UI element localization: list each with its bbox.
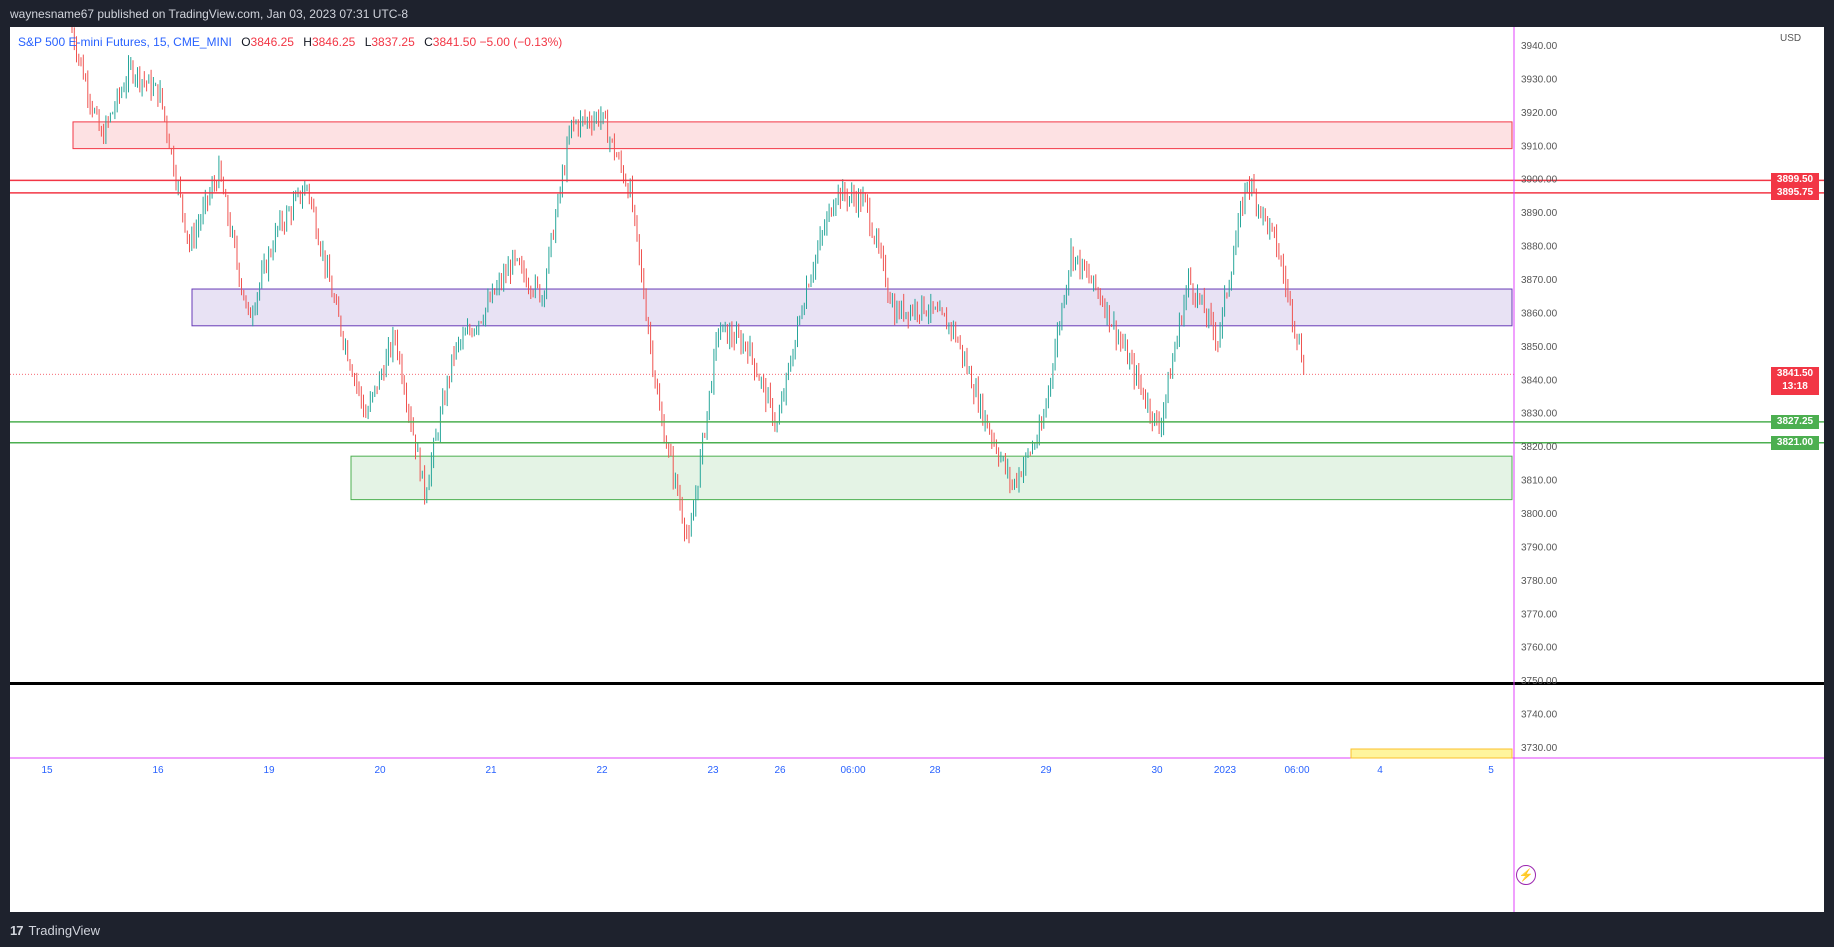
y-tick-label: 3790.00 — [1521, 542, 1558, 553]
x-tick-label: 06:00 — [840, 765, 865, 776]
y-tick-label: 3850.00 — [1521, 342, 1558, 353]
x-tick-label: 16 — [152, 765, 164, 776]
resistance-zone — [72, 121, 1513, 150]
last-price-label: 3841.50 13:18 — [1771, 367, 1819, 396]
y-tick-label: 3770.00 — [1521, 609, 1558, 620]
price-level-label: 3895.75 — [1771, 185, 1819, 200]
publisher-bar: waynesname67 published on TradingView.co… — [0, 0, 1834, 27]
high-value: 3846.25 — [311, 35, 356, 49]
bar-countdown: 13:18 — [1782, 381, 1808, 393]
high-label: H — [303, 35, 312, 49]
price-level-label: 3827.25 — [1771, 414, 1819, 429]
x-tick-label: 23 — [707, 765, 719, 776]
y-tick-label: 3900.00 — [1521, 175, 1558, 186]
chart-legend: S&P 500 E-mini Futures, 15, CME_MINI O38… — [18, 35, 562, 49]
y-tick-label: 3880.00 — [1521, 242, 1558, 253]
low-value: 3837.25 — [371, 35, 415, 49]
x-tick-label: 20 — [374, 765, 386, 776]
tradingview-logo-icon: 17 — [10, 923, 24, 938]
change-value: −5.00 (−0.13%) — [479, 35, 563, 49]
currency-label[interactable]: USD — [1780, 33, 1802, 44]
y-tick-label: 3730.00 — [1521, 743, 1558, 754]
footer-bar — [0, 912, 1834, 947]
y-tick-label: 3750.00 — [1521, 676, 1558, 687]
y-tick-label: 3920.00 — [1521, 108, 1558, 119]
open-label: O — [241, 35, 251, 49]
chart-area[interactable]: 3940.00 3930.00 3920.00 3910.00 3900.00 3890.… — [10, 27, 1824, 912]
publisher-text: waynesname67 published on TradingView.co… — [10, 7, 409, 21]
x-tick-label: 29 — [1040, 765, 1052, 776]
brand-name: TradingView — [28, 923, 101, 938]
lightning-icon[interactable]: ⚡ — [1516, 865, 1536, 885]
y-tick-label: 3890.00 — [1521, 208, 1558, 219]
x-tick-label: 21 — [485, 765, 497, 776]
price-level-label: 3899.50 — [1771, 173, 1819, 188]
close-label: C — [424, 35, 433, 49]
y-tick-label: 3930.00 — [1521, 74, 1558, 85]
x-tick-label: 22 — [596, 765, 608, 776]
y-tick-label: 3830.00 — [1521, 409, 1558, 420]
y-tick-label: 3860.00 — [1521, 308, 1558, 319]
footer-brand[interactable]: 17 TradingView — [10, 923, 100, 938]
x-tick-label: 06:00 — [1284, 765, 1309, 776]
price-level-label: 3821.00 — [1771, 435, 1819, 450]
y-tick-label: 3780.00 — [1521, 576, 1558, 587]
x-tick-label: 30 — [1151, 765, 1163, 776]
x-tick-label: 26 — [774, 765, 786, 776]
price-chart[interactable]: 3940.00 3930.00 3920.00 3910.00 3900.00 3890.… — [10, 27, 1824, 912]
x-tick-label: 19 — [263, 765, 275, 776]
x-tick-label: 2023 — [1214, 765, 1237, 776]
support-zone — [350, 455, 1513, 501]
y-tick-label: 3810.00 — [1521, 476, 1558, 487]
x-tick-label: 4 — [1377, 765, 1383, 776]
y-tick-label: 3910.00 — [1521, 141, 1558, 152]
low-label: L — [364, 35, 372, 49]
y-tick-label: 3760.00 — [1521, 643, 1558, 654]
y-tick-label: 3820.00 — [1521, 442, 1558, 453]
x-tick-label: 5 — [1488, 765, 1494, 776]
last-price-value: 3841.50 — [1776, 368, 1814, 380]
close-value: 3841.50 — [432, 35, 477, 49]
highlight-marker — [1350, 748, 1513, 759]
y-tick-label: 3800.00 — [1521, 509, 1558, 520]
y-tick-label: 3840.00 — [1521, 375, 1558, 386]
symbol-name[interactable]: S&P 500 E-mini Futures, 15, CME_MINI — [18, 35, 232, 49]
y-tick-label: 3740.00 — [1521, 710, 1558, 721]
x-tick-label: 15 — [41, 765, 53, 776]
open-value: 3846.25 — [250, 35, 294, 49]
y-tick-label: 3940.00 — [1521, 41, 1558, 52]
x-tick-label: 28 — [929, 765, 941, 776]
pivot-zone — [191, 288, 1513, 327]
y-tick-label: 3870.00 — [1521, 275, 1558, 286]
